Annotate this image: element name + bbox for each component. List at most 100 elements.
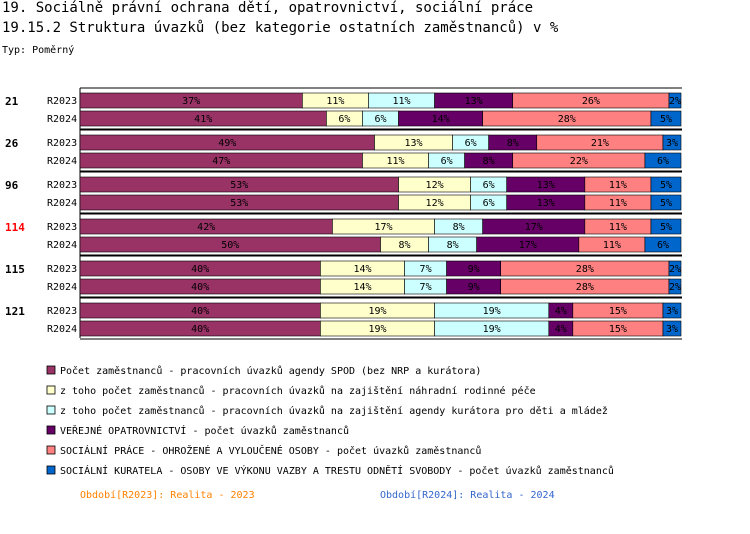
legend-swatch (46, 445, 56, 455)
data-label: 19% (368, 324, 386, 335)
data-label: 13% (537, 180, 555, 191)
bar-segment (662, 134, 682, 151)
data-label: 2% (669, 264, 681, 275)
data-label: 4% (555, 306, 567, 317)
data-label: 40% (191, 264, 209, 275)
period-label: R2023 (47, 96, 77, 107)
legend-swatch (46, 405, 56, 415)
group-label: 26 (5, 137, 19, 150)
data-label: 26% (582, 96, 600, 107)
period-label: R2024 (47, 324, 77, 335)
data-label: 13% (537, 198, 555, 209)
data-label: 14% (353, 282, 371, 293)
bar-segment (650, 110, 682, 127)
data-label: 13% (405, 138, 423, 149)
data-label: 6% (465, 138, 477, 149)
data-label: 2% (669, 96, 681, 107)
data-label: 4% (555, 324, 567, 335)
data-label: 28% (576, 282, 594, 293)
bar-segment (650, 218, 682, 235)
bar-segment (644, 236, 682, 253)
data-label: 40% (191, 306, 209, 317)
data-label: 53% (230, 180, 248, 191)
bar-segment (650, 176, 682, 193)
period-label: R2024 (47, 240, 77, 251)
group-label: 96 (5, 179, 19, 192)
legend-label: SOCIÁLNÍ KURATELA - OSOBY VE VÝKONU VAZB… (60, 464, 614, 477)
period-label: R2023 (47, 264, 77, 275)
data-label: 17% (525, 222, 543, 233)
data-label: 6% (657, 156, 669, 167)
data-label: 15% (609, 324, 627, 335)
data-label: 7% (420, 282, 432, 293)
bar-segment (668, 278, 682, 295)
data-label: 8% (453, 222, 465, 233)
data-label: 2% (669, 282, 681, 293)
data-label: 5% (660, 222, 672, 233)
period-label: R2024 (47, 282, 77, 293)
chart-title: 19. Sociálně právní ochrana dětí, opatro… (2, 0, 534, 16)
data-label: 50% (221, 240, 239, 251)
data-label: 17% (519, 240, 537, 251)
period-label: R2024 (47, 156, 77, 167)
data-label: 47% (212, 156, 230, 167)
data-label: 17% (374, 222, 392, 233)
data-label: 14% (432, 114, 450, 125)
data-label: 6% (483, 198, 495, 209)
group-label: 121 (5, 305, 25, 318)
legend-label: SOCIÁLNÍ PRÁCE - OHROŽENÉ A VYLOUČENÉ OS… (60, 444, 481, 457)
data-label: 8% (483, 156, 495, 167)
chart-subtitle: 19.15.2 Struktura úvazků (bez kategorie … (2, 20, 559, 36)
data-label: 3% (666, 138, 678, 149)
data-label: 9% (468, 264, 480, 275)
data-label: 9% (468, 282, 480, 293)
data-label: 12% (426, 198, 444, 209)
data-label: 8% (507, 138, 519, 149)
bar-segment (650, 194, 682, 211)
data-label: 40% (191, 324, 209, 335)
data-label: 6% (338, 114, 350, 125)
period-label: R2023 (47, 180, 77, 191)
data-label: 6% (657, 240, 669, 251)
data-label: 5% (660, 114, 672, 125)
data-label: 42% (197, 222, 215, 233)
data-label: 15% (609, 306, 627, 317)
data-label: 22% (570, 156, 588, 167)
period-label: R2023 (47, 222, 77, 233)
legend-label: VEŘEJNÉ OPATROVNICTVÍ - počet úvazků zam… (60, 424, 349, 437)
group-label: 21 (5, 95, 19, 108)
period-label: R2024 (47, 114, 77, 125)
data-label: 41% (194, 114, 212, 125)
data-label: 37% (182, 96, 200, 107)
bar-segment (662, 302, 682, 319)
data-label: 8% (399, 240, 411, 251)
data-label: 11% (609, 222, 627, 233)
data-label: 19% (368, 306, 386, 317)
data-label: 28% (576, 264, 594, 275)
data-label: 6% (374, 114, 386, 125)
data-label: 12% (426, 180, 444, 191)
legend-label: Počet zaměstnanců - pracovních úvazků ag… (60, 365, 481, 377)
data-label: 14% (353, 264, 371, 275)
data-label: 11% (386, 156, 404, 167)
data-label: 5% (660, 180, 672, 191)
data-label: 28% (558, 114, 576, 125)
legend-swatch (46, 385, 56, 395)
data-label: 19% (483, 324, 501, 335)
data-label: 11% (603, 240, 621, 251)
data-label: 11% (609, 180, 627, 191)
legend-label: z toho počet zaměstnanců - pracovních úv… (60, 405, 608, 417)
data-label: 11% (326, 96, 344, 107)
data-label: 6% (483, 180, 495, 191)
footer-period-2024: Období[R2024]: Realita - 2024 (380, 490, 555, 501)
legend-swatch (46, 465, 56, 475)
legend-swatch (46, 365, 56, 375)
data-label: 53% (230, 198, 248, 209)
group-label: 115 (5, 263, 25, 276)
data-label: 19% (483, 306, 501, 317)
data-label: 7% (420, 264, 432, 275)
data-label: 40% (191, 282, 209, 293)
footer-period-2023: Období[R2023]: Realita - 2023 (80, 490, 255, 501)
data-label: 5% (660, 198, 672, 209)
